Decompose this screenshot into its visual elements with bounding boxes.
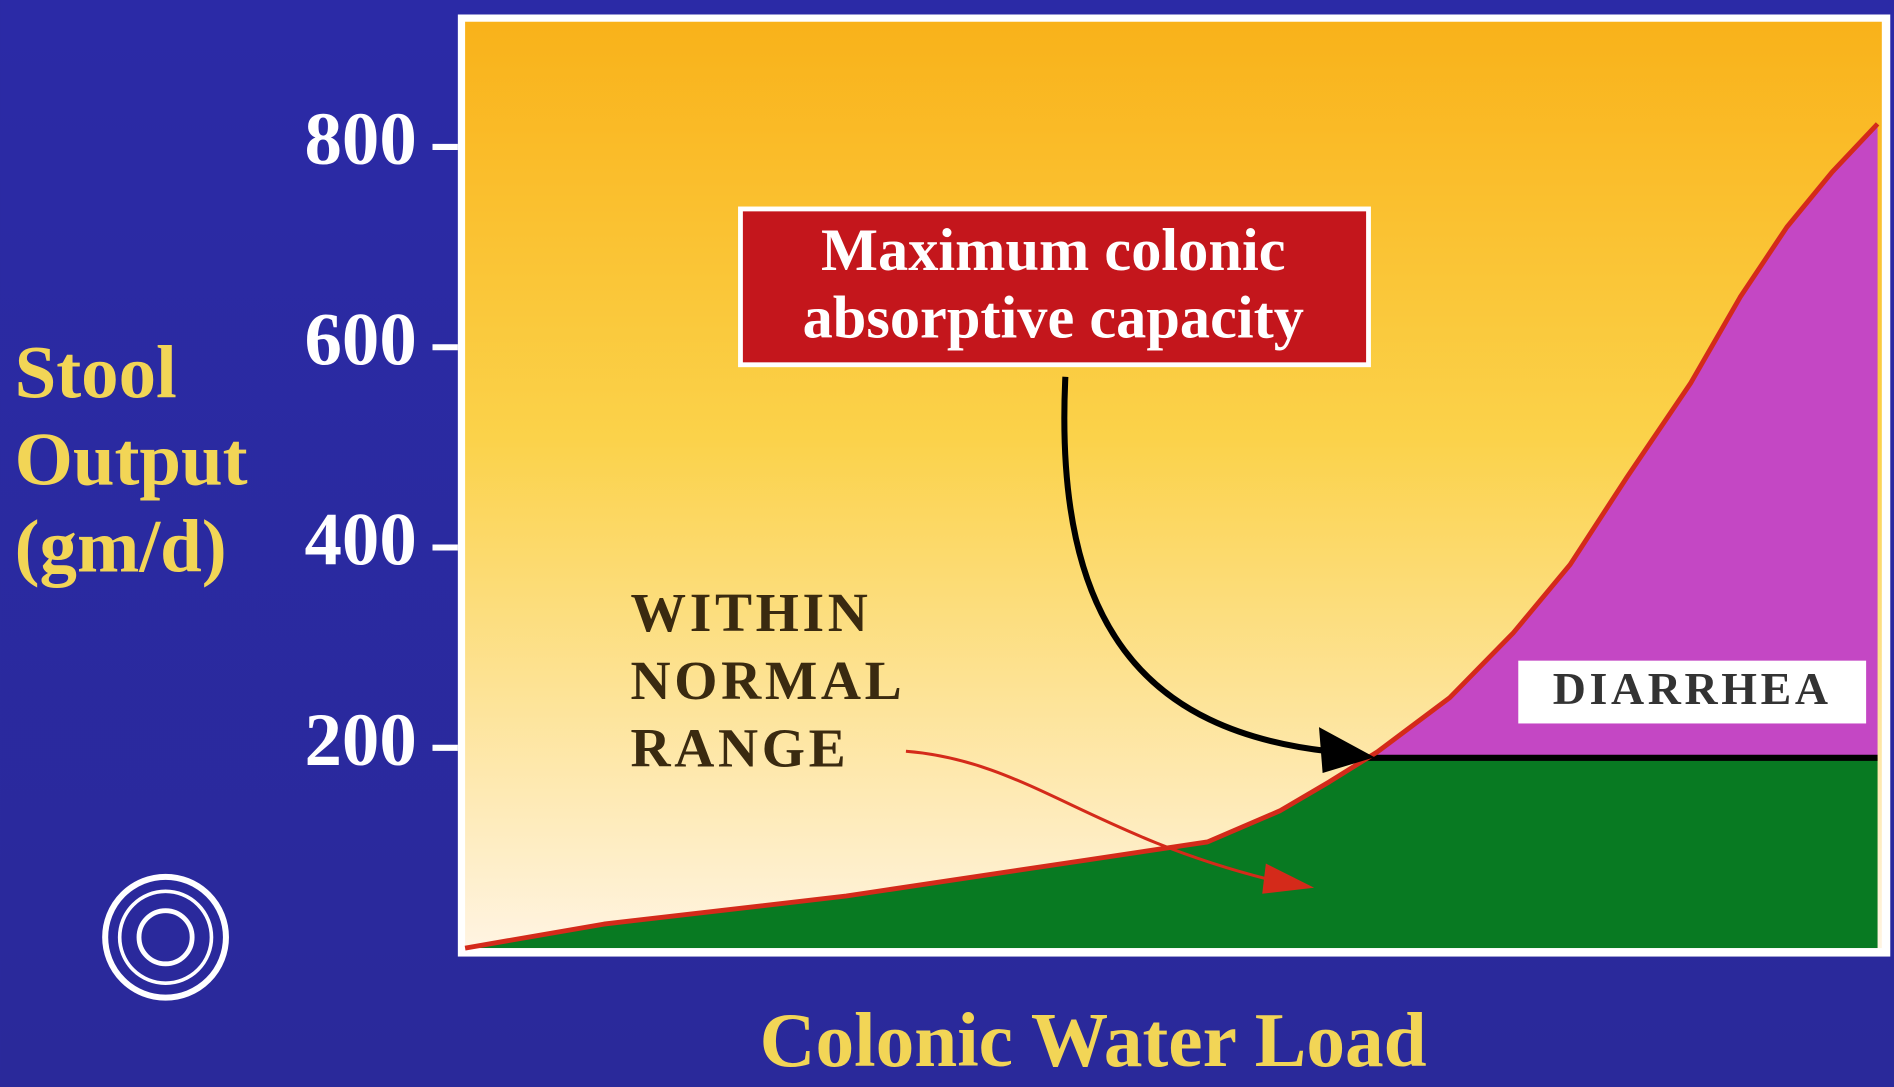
curve [464, 122, 1880, 951]
y-axis-label: Output [15, 419, 248, 502]
region-label: DIARRHEA [1553, 663, 1832, 714]
y-tick-label: 800 [304, 98, 416, 181]
x-axis-label: Colonic Water Load [760, 997, 1427, 1083]
arrow-head [1318, 727, 1375, 773]
annotation-line: absorptive capacity [803, 285, 1304, 352]
logo [102, 873, 229, 1001]
arrow-head [1262, 863, 1315, 894]
y-axis-label: (gm/d) [15, 506, 227, 589]
normal-label: NORMAL [631, 650, 906, 712]
normal-label: WITHIN [631, 582, 872, 644]
annotation-line: Maximum colonic [821, 217, 1286, 284]
y-tick-label: 200 [304, 699, 416, 782]
annotation-box [738, 206, 1371, 368]
region-label-box [1518, 660, 1867, 724]
annotation-arrow [1061, 376, 1329, 755]
y-axis-label: Stool [15, 332, 177, 415]
y-tick-label: 600 [304, 298, 416, 381]
normal-label: RANGE [631, 717, 850, 779]
normal-arrow [905, 749, 1269, 881]
y-tick-label: 400 [304, 499, 416, 582]
